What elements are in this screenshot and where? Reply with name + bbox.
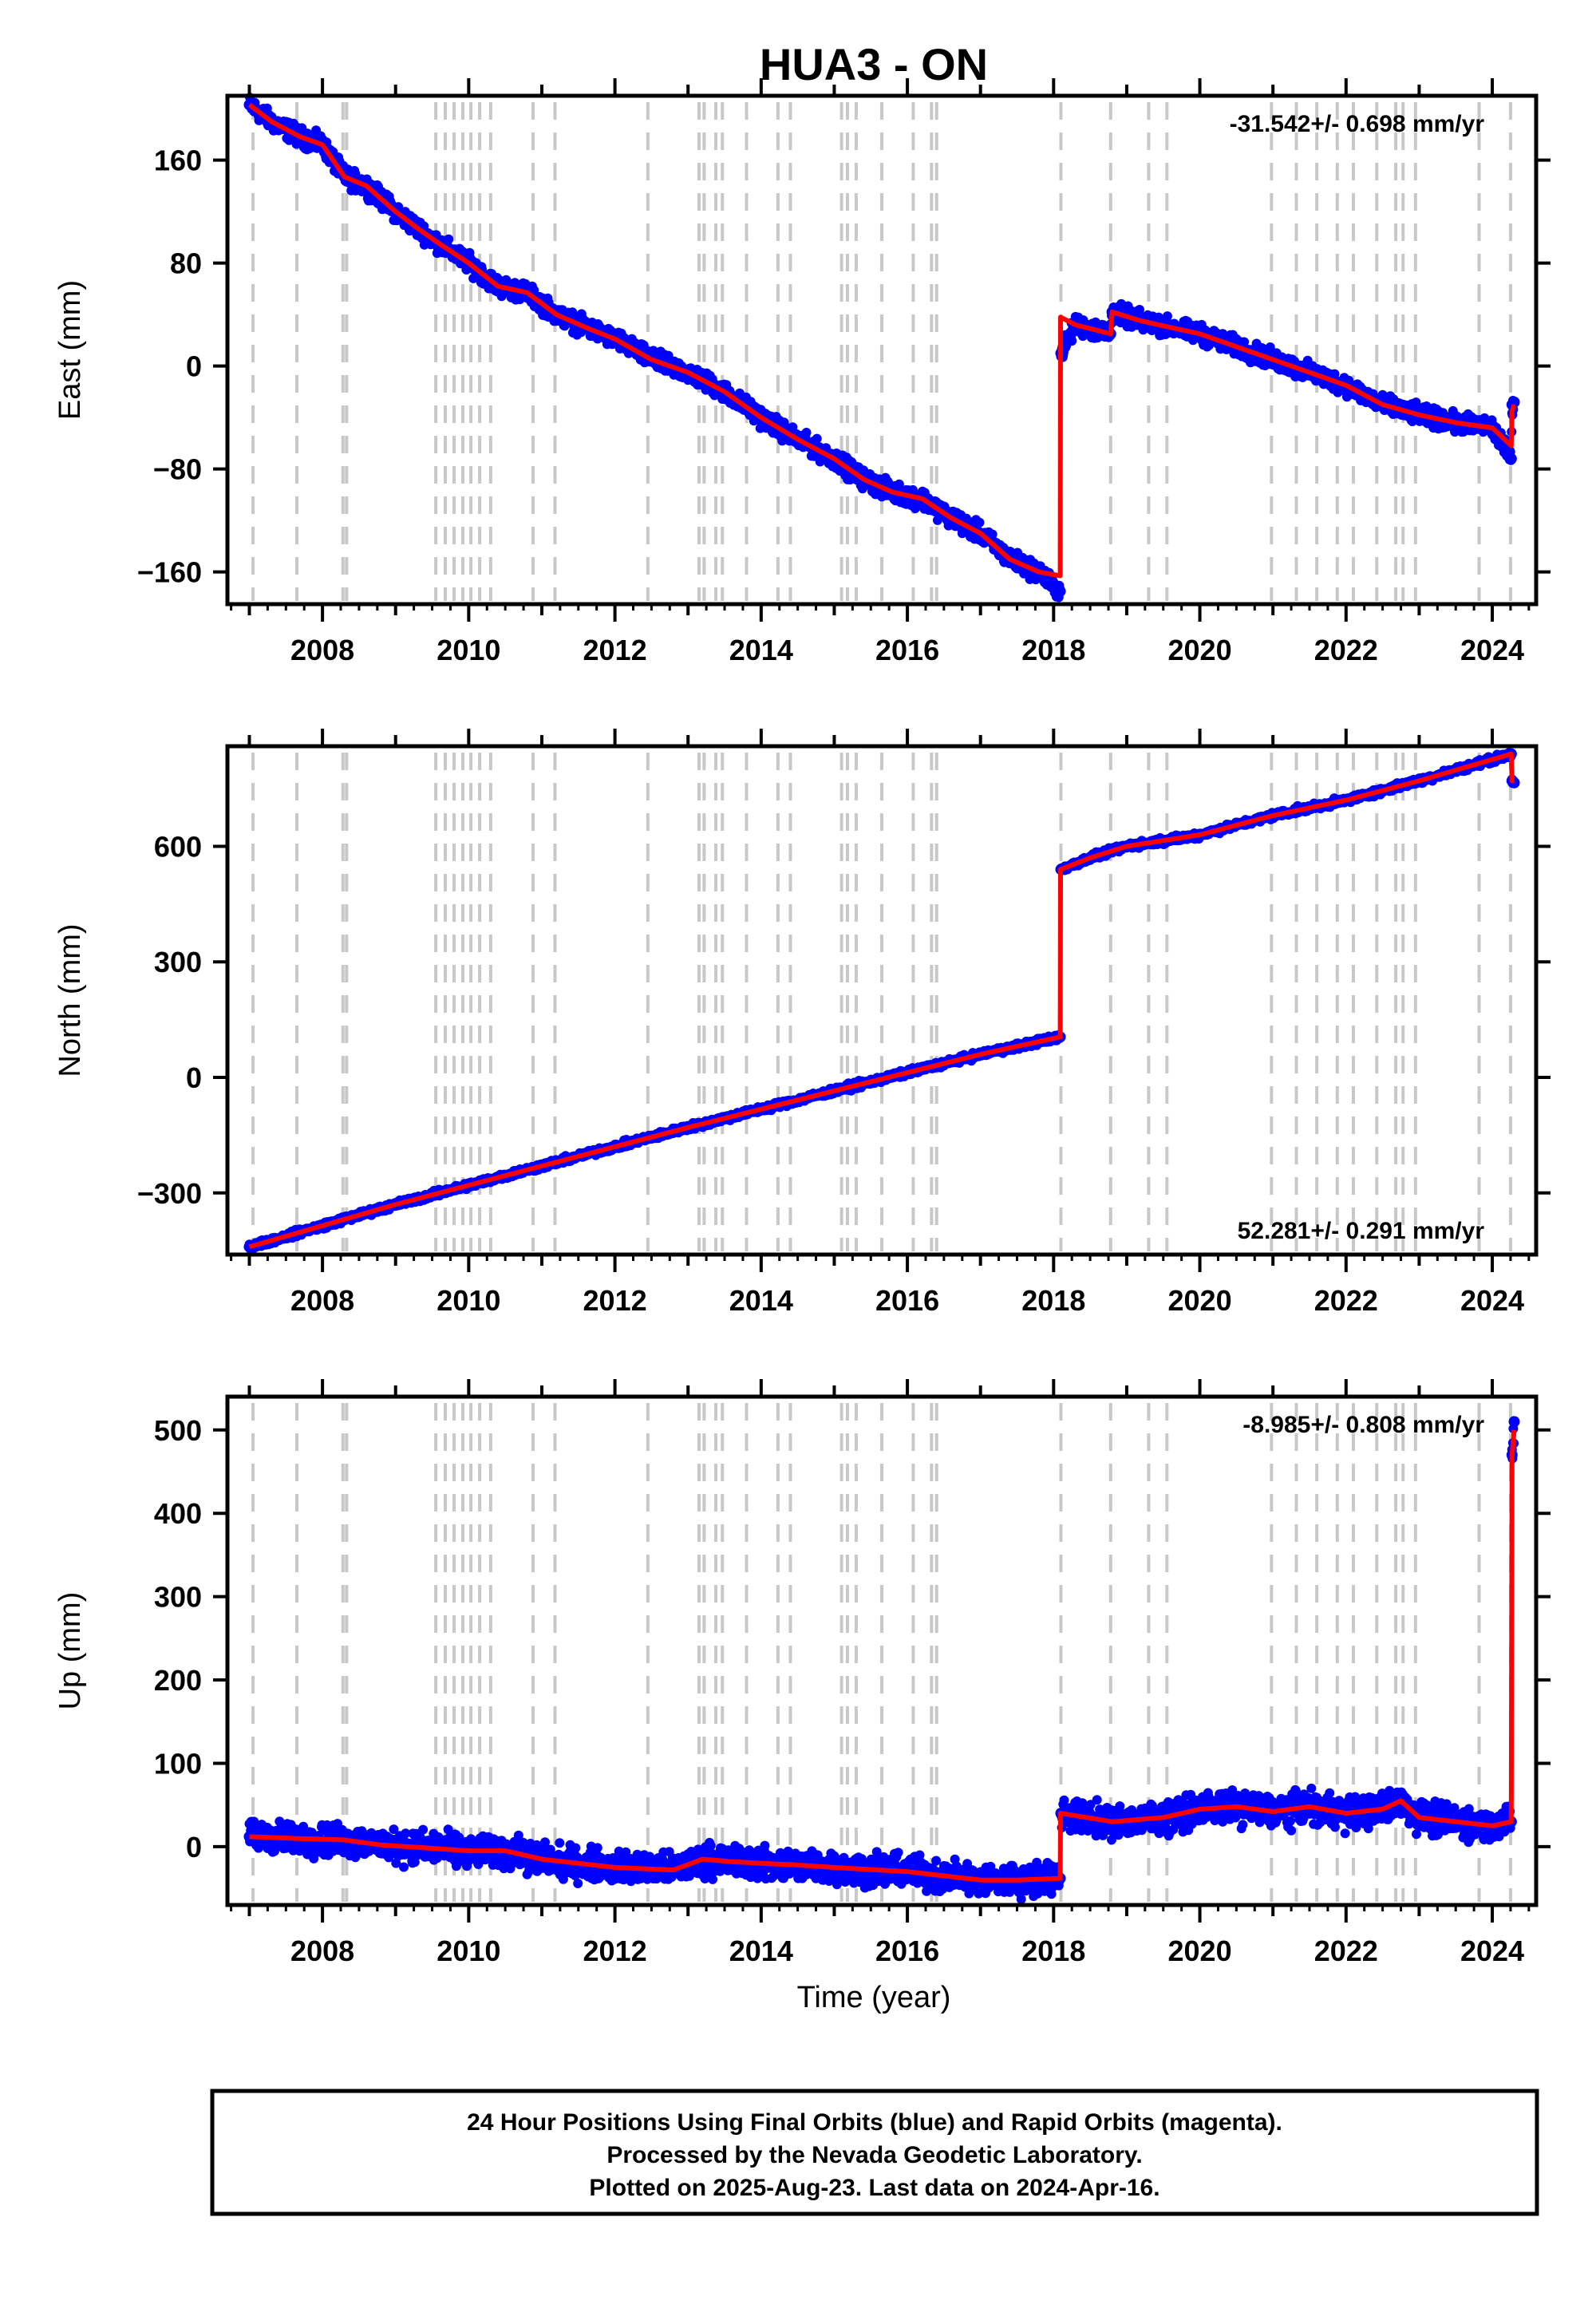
caption-line-1: 24 Hour Positions Using Final Orbits (bl… [467,2109,1282,2136]
model-series-line [247,102,1517,579]
x-tick-label: 2022 [1314,1284,1378,1317]
x-tick-label: 2012 [583,634,647,666]
x-tick-label: 2018 [1021,1935,1085,1967]
east-rate-label: -31.542+/- 0.698 mm/yr [1230,111,1485,137]
x-tick-label: 2024 [1460,1284,1524,1317]
chart-title: HUA3 - ON [760,39,988,89]
y-tick-label: 400 [154,1497,202,1530]
x-tick-label: 2020 [1168,1935,1232,1967]
x-tick-label: 2024 [1460,1935,1524,1967]
y-tick-label: 0 [186,1831,202,1863]
y-tick-label: 80 [170,247,202,280]
east-axis-ticks: −160 −80 0 80 160 2008 2010 2012 2014 2016 2018 202… [137,78,1551,666]
y-tick-label: 600 [154,830,202,863]
east-model-line [247,102,1517,579]
north-axis-ticks: −300 0 300 600 2008 2010 2012 2014 2016 2018 2020 2… [137,729,1551,1317]
caption-line-2: Processed by the Nevada Geodetic Laborat… [606,2142,1142,2168]
up-model-line [249,1429,1517,1883]
observation-cluster [610,1846,678,1887]
north-model-line [248,751,1515,1250]
x-tick-label: 2024 [1460,634,1524,666]
east-panel: −160 −80 0 80 160 2008 2010 2012 2014 2016 2018 202… [53,78,1551,666]
north-axis-label: North (mm) [53,923,87,1077]
x-tick-label: 2022 [1314,634,1378,666]
x-tick-label: 2022 [1314,1935,1378,1967]
up-axis-ticks: 0 100 200 300 400 500 2008 2010 2012 2014 2016 2018… [154,1379,1551,1967]
x-tick-label: 2012 [583,1935,647,1967]
x-tick-label: 2008 [290,634,354,666]
x-tick-label: 2014 [729,1935,793,1967]
caption-line-3: Plotted on 2025-Aug-23. Last data on 202… [589,2175,1159,2201]
north-rate-label: 52.281+/- 0.291 mm/yr [1238,1218,1485,1244]
up-plot-frame [225,1394,1539,1907]
north-plot-frame [225,744,1539,1257]
x-tick-label: 2016 [875,634,939,666]
x-tick-label: 2010 [437,1935,500,1967]
x-tick-label: 2010 [437,1284,500,1317]
y-tick-label: 100 [154,1747,202,1780]
y-tick-label: 0 [186,350,202,383]
y-tick-label: 300 [154,1581,202,1614]
y-tick-label: 500 [154,1414,202,1447]
x-tick-label: 2010 [437,634,500,666]
east-plot-frame [225,93,1539,607]
x-tick-label: 2016 [875,1935,939,1967]
y-tick-label: −300 [137,1177,202,1210]
x-tick-label: 2016 [875,1284,939,1317]
north-panel: −300 0 300 600 2008 2010 2012 2014 2016 2018 2020 2… [53,729,1551,1317]
up-rate-label: -8.985+/- 0.808 mm/yr [1242,1412,1484,1438]
x-tick-label: 2018 [1021,1284,1085,1317]
caption-box: 24 Hour Positions Using Final Orbits (bl… [210,2089,1539,2216]
x-axis-label: Time (year) [797,1981,951,2014]
x-tick-label: 2014 [729,634,793,666]
east-axis-label: East (mm) [53,280,87,420]
x-tick-label: 2020 [1168,634,1232,666]
y-tick-label: 300 [154,946,202,978]
up-panel: 0 100 200 300 400 500 2008 2010 2012 2014 2016 2018… [53,1379,1551,1967]
y-tick-label: −160 [137,556,202,589]
x-tick-label: 2008 [290,1284,354,1317]
y-tick-label: 0 [186,1061,202,1094]
x-tick-label: 2018 [1021,634,1085,666]
observation-cluster [873,1848,912,1889]
x-tick-label: 2020 [1168,1284,1232,1317]
x-tick-label: 2014 [729,1284,793,1317]
model-series-line [249,1429,1517,1883]
y-tick-label: 160 [154,144,202,177]
y-tick-label: −80 [153,453,202,486]
x-tick-label: 2012 [583,1284,647,1317]
up-axis-label: Up (mm) [53,1592,87,1710]
model-series-line [248,751,1515,1250]
x-tick-label: 2008 [290,1935,354,1967]
y-tick-label: 200 [154,1664,202,1697]
